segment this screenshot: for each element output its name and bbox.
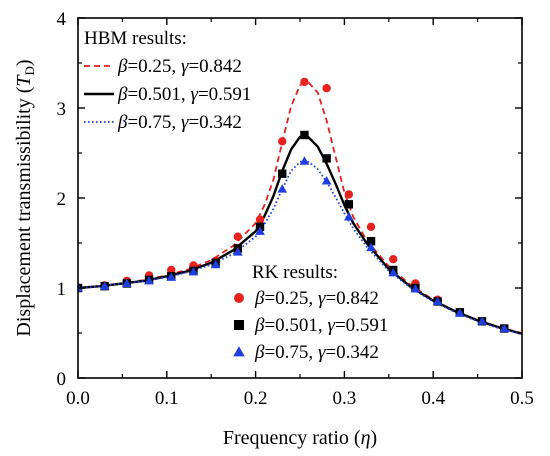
legend-beta-value: =0.75, (127, 112, 180, 133)
rk-legend-entry: β=0.75, γ=0.342 (254, 342, 379, 363)
rk-point-beta-0.75 (166, 272, 177, 281)
y-axis-title-close: ) (13, 59, 35, 66)
rk-point-beta-0.25 (278, 137, 287, 146)
rk-point-beta-0.501 (366, 237, 376, 246)
rk-point-beta-0.75 (366, 242, 376, 252)
y-axis-title-text: Displacement transmissibility ( (13, 86, 35, 336)
rk-point-beta-0.75 (122, 278, 132, 288)
legend-beta-symbol: β (117, 56, 128, 77)
rk-point-beta-0.501 (322, 154, 331, 163)
legend-gamma-value: =0.842 (325, 288, 378, 309)
rk-legend-entry: β=0.25, γ=0.842 (254, 288, 379, 309)
legend-gamma-value: =0.342 (188, 112, 241, 133)
legend-beta-symbol: β (117, 112, 128, 133)
rk-point-beta-0.501 (344, 200, 354, 209)
y-tick-label: 1 (57, 279, 67, 300)
x-tick-label: 0.1 (155, 388, 179, 409)
legend-beta-value: =0.25, (127, 56, 180, 77)
rk-legend-heading: RK results: (252, 262, 338, 283)
x-axis-title-symbol: η (361, 427, 371, 449)
legend-beta-value: =0.25, (264, 288, 317, 309)
rk-point-beta-0.75 (344, 212, 354, 221)
legend-gamma-symbol: γ (181, 56, 189, 77)
y-axis-title-subscript: D (22, 66, 37, 75)
x-tick-label: 0.2 (244, 388, 268, 409)
rk-point-beta-0.501 (300, 130, 309, 140)
y-tick-label: 4 (57, 9, 67, 30)
legend-gamma-symbol: γ (181, 112, 189, 133)
hbm-legend-entry: β=0.25, γ=0.842 (117, 56, 242, 77)
rk-legend-marker-sample (234, 293, 244, 303)
legend-beta-symbol: β (117, 84, 128, 105)
rk-point-beta-0.75 (144, 275, 154, 285)
legend-beta-value: =0.501, (264, 315, 327, 336)
rk-point-beta-0.75 (277, 184, 288, 193)
plot-area (78, 77, 522, 336)
legend-beta-value: =0.501, (127, 84, 190, 105)
x-axis-title-close: ) (370, 427, 377, 449)
legend-gamma-value: =0.591 (198, 84, 251, 105)
legend-beta-symbol: β (254, 315, 265, 336)
rk-point-beta-0.75 (188, 266, 199, 276)
hbm-legend-heading: HBM results: (84, 28, 187, 49)
legend-gamma-value: =0.591 (335, 315, 388, 336)
axes: 0.0 0.1 0.2 0.3 0.4 0.5 0 1 2 3 4 Frequency ratio (… (13, 9, 534, 449)
rk-point-beta-0.25 (366, 222, 376, 231)
x-tick-label: 0.0 (66, 388, 90, 409)
rk-point-beta-0.75 (477, 316, 487, 325)
rk-point-beta-0.75 (455, 308, 465, 317)
legend-gamma-value: =0.342 (325, 342, 378, 363)
legend-gamma-symbol: γ (327, 315, 335, 336)
rk-point-beta-0.25 (344, 190, 354, 199)
rk-legend-entry: β=0.501, γ=0.591 (254, 315, 388, 336)
rk-point-beta-0.75 (255, 226, 265, 235)
rk-point-beta-0.25 (255, 215, 265, 224)
legend-beta-symbol: β (254, 342, 265, 363)
x-tick-label: 0.3 (333, 388, 357, 409)
x-tick-label: 0.4 (421, 388, 445, 409)
y-tick-label: 0 (57, 369, 67, 390)
rk-point-beta-0.75 (499, 323, 510, 333)
y-tick-label: 3 (57, 99, 67, 120)
rk-point-beta-0.75 (210, 259, 221, 269)
rk-point-beta-0.75 (233, 247, 243, 256)
rk-point-beta-0.75 (388, 267, 399, 277)
hbm-legend-entry: β=0.75, γ=0.342 (117, 112, 242, 133)
rk-point-beta-0.25 (233, 232, 243, 241)
legend-beta-value: =0.75, (264, 342, 317, 363)
rk-point-beta-0.75 (78, 283, 83, 292)
rk-point-beta-0.25 (167, 265, 176, 275)
rk-point-beta-0.75 (321, 176, 332, 185)
legend-gamma-value: =0.842 (188, 56, 241, 77)
legend-gamma-symbol: γ (190, 84, 198, 105)
rk-point-beta-0.25 (389, 255, 398, 264)
rk-point-beta-0.75 (432, 296, 443, 306)
y-tick-label: 2 (57, 189, 67, 210)
rk-point-beta-0.25 (300, 77, 309, 87)
x-axis-title: Frequency ratio (η) (223, 427, 377, 449)
rk-legend-marker-sample (233, 346, 245, 357)
rk-legend-marker-sample (234, 320, 244, 330)
legend-beta-symbol: β (254, 288, 265, 309)
rk-point-beta-0.501 (278, 169, 287, 178)
y-axis-title: Displacement transmissibility (TD) (13, 59, 37, 336)
rk-point-beta-0.75 (99, 281, 110, 290)
rk-point-beta-0.75 (410, 284, 421, 293)
y-axis-title-symbol: T (13, 74, 35, 87)
rk-point-beta-0.25 (322, 84, 331, 93)
rk-point-beta-0.75 (299, 156, 310, 165)
legend-gamma-symbol: γ (318, 288, 326, 309)
hbm-legend-entry: β=0.501, γ=0.591 (117, 84, 251, 105)
x-tick-label: 0.5 (510, 388, 534, 409)
legend-gamma-symbol: γ (318, 342, 326, 363)
x-axis-title-text: Frequency ratio ( (223, 427, 361, 449)
